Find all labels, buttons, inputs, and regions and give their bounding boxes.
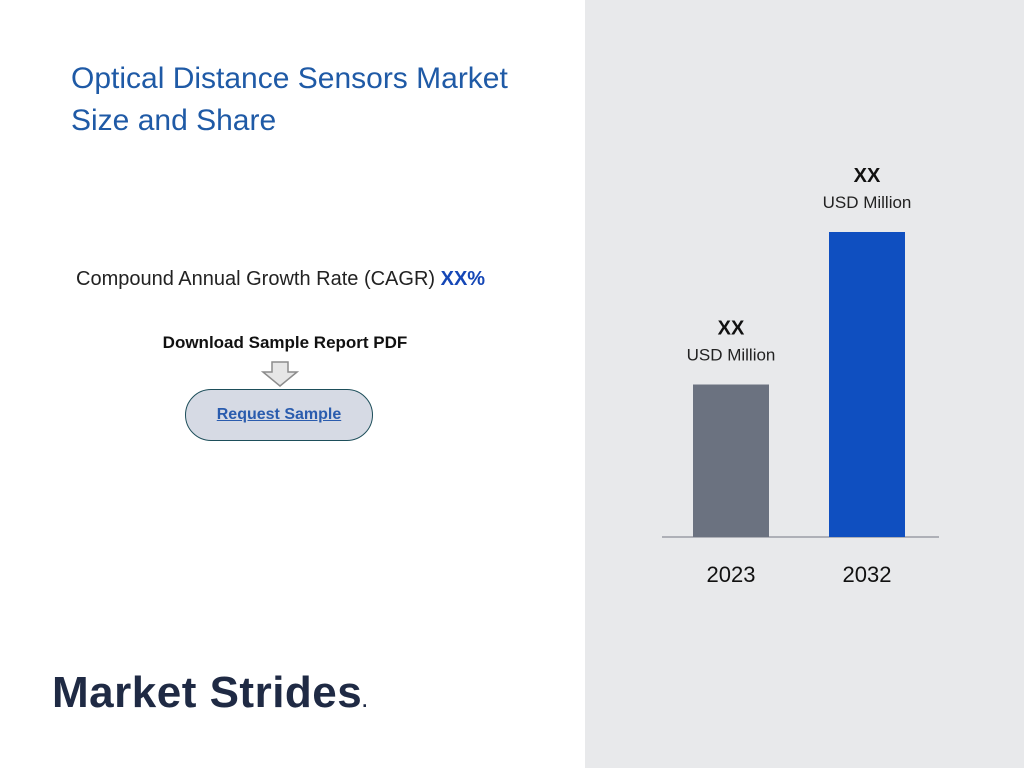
page-title: Optical Distance Sensors Market Size and… xyxy=(71,58,571,142)
bar-chart: USD Million XX 2023 USD Million XX 2032 xyxy=(662,165,939,587)
cagr-label: Compound Annual Growth Rate (CAGR) xyxy=(76,268,436,290)
cagr-value: XX% xyxy=(440,268,486,290)
right-panel xyxy=(585,0,1024,768)
logo-text: Market Strides xyxy=(52,668,363,717)
market-strides-logo: Market Strides. xyxy=(52,668,368,718)
title-line-1: Optical Distance Sensors Market xyxy=(71,62,508,95)
x-tick-label-2032: 2032 xyxy=(843,562,892,587)
bar-unit-label-2032: USD Million xyxy=(823,193,912,212)
bar-value-label-2023: XX xyxy=(718,318,745,340)
logo-suffix: . xyxy=(362,691,368,711)
bar-unit-label-2023: USD Million xyxy=(687,346,776,365)
cagr-line: Compound Annual Growth Rate (CAGR) XX% xyxy=(76,268,485,291)
bar-2032 xyxy=(829,232,905,537)
bar-2023 xyxy=(693,384,769,537)
request-sample-link[interactable]: Request Sample xyxy=(216,406,342,423)
request-sample-button[interactable]: Request Sample xyxy=(185,389,373,441)
download-label: Download Sample Report PDF xyxy=(162,333,408,352)
down-arrow-icon xyxy=(261,361,299,387)
bar-value-label-2032: XX xyxy=(854,165,881,187)
x-tick-label-2023: 2023 xyxy=(707,562,756,587)
title-line-2: Size and Share xyxy=(71,104,277,137)
